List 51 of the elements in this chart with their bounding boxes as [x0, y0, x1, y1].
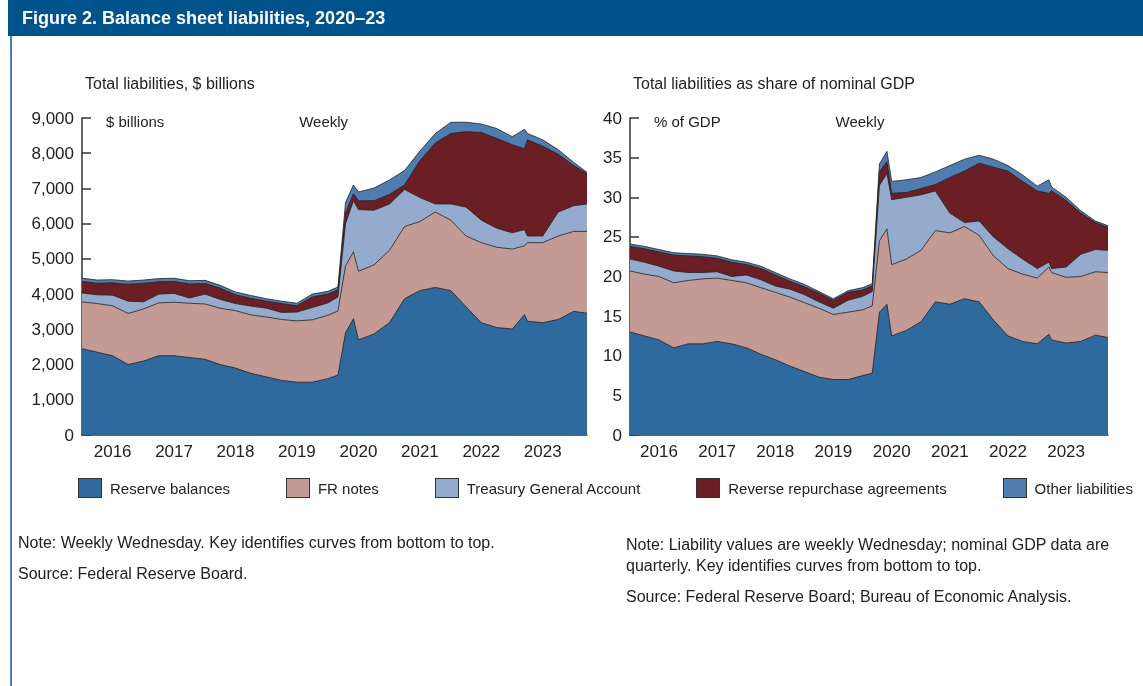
y-tick-label: 20: [603, 267, 622, 286]
chart-title: Figure 2. Balance sheet liabilities, 2020–23: [8, 0, 1143, 36]
y-tick-label: 2,000: [31, 355, 74, 375]
x-tick-label: 2023: [523, 442, 562, 461]
x-tick-label: 2021: [930, 442, 969, 461]
x-tick-label: 2022: [462, 442, 501, 461]
source-note: Source: Federal Reserve Board.: [18, 564, 249, 584]
text: Note: Weekly Wednesday. Key identifies curves from bottom to top.: [18, 533, 496, 553]
y-axis-title: $ billions: [106, 113, 165, 130]
y-tick-label: 5: [612, 385, 622, 405]
x-tick-label: 2017: [155, 442, 193, 461]
x-tick-label: 2021: [400, 442, 439, 461]
x-tick-label: 2016: [93, 442, 132, 461]
text: Note: Liability values are weekly Wednesday; nominal GDP data are quarterly. Key identifies curves from bottom to top.: [626, 535, 1111, 576]
y-tick-label: 7,000: [31, 178, 74, 198]
legend-label: Other liabilities: [1034, 479, 1133, 497]
y-tick-label: 8,000: [31, 143, 74, 163]
y-tick-label: 3,000: [31, 319, 74, 339]
y-tick-label: 35: [603, 148, 622, 168]
legend-label: Reserve balances: [110, 479, 231, 497]
x-tick-label: 2018: [756, 442, 795, 461]
y-tick-label: 4,000: [31, 284, 74, 304]
x-tick-label: 2019: [277, 442, 316, 461]
y-tick-label: 9,000: [31, 108, 74, 128]
y-tick-label: 6,000: [31, 214, 74, 234]
x-tick-label: 2022: [989, 442, 1027, 461]
y-tick-label: 25: [603, 227, 622, 247]
annotation: Weekly: [835, 113, 885, 130]
x-tick-label: 2023: [1047, 442, 1086, 461]
y-tick-label: 0: [612, 425, 622, 445]
x-tick-label: 2016: [640, 442, 678, 461]
annotation: Weekly: [299, 113, 349, 130]
y-tick-label: 30: [603, 187, 622, 207]
y-tick-label: 40: [603, 108, 622, 128]
y-axis-title: % of GDP: [654, 113, 721, 130]
x-tick-label: 2020: [872, 442, 911, 461]
y-tick-label: 0: [64, 425, 74, 445]
legend-label: FR notes: [317, 479, 379, 497]
y-tick-label: 5,000: [31, 249, 74, 269]
x-tick-label: 2018: [216, 442, 255, 461]
y-tick-label: 1,000: [31, 390, 74, 410]
y-tick-label: 10: [603, 346, 622, 366]
legend-label: Treasury General Account: [466, 479, 641, 497]
chart-title: Total liabilities as share of nominal GDP: [633, 74, 915, 92]
source-note: Source: Federal Reserve Board; Bureau of Economic Analysis.: [626, 587, 1073, 607]
chart-subtitle: Total liabilities, $ billions: [85, 74, 255, 92]
x-tick-label: 2020: [339, 442, 378, 461]
x-tick-label: 2017: [698, 442, 737, 461]
x-tick-label: 2019: [814, 442, 853, 461]
legend-label: Reverse repurchase agreements: [728, 479, 947, 497]
y-tick-label: 15: [603, 306, 622, 326]
